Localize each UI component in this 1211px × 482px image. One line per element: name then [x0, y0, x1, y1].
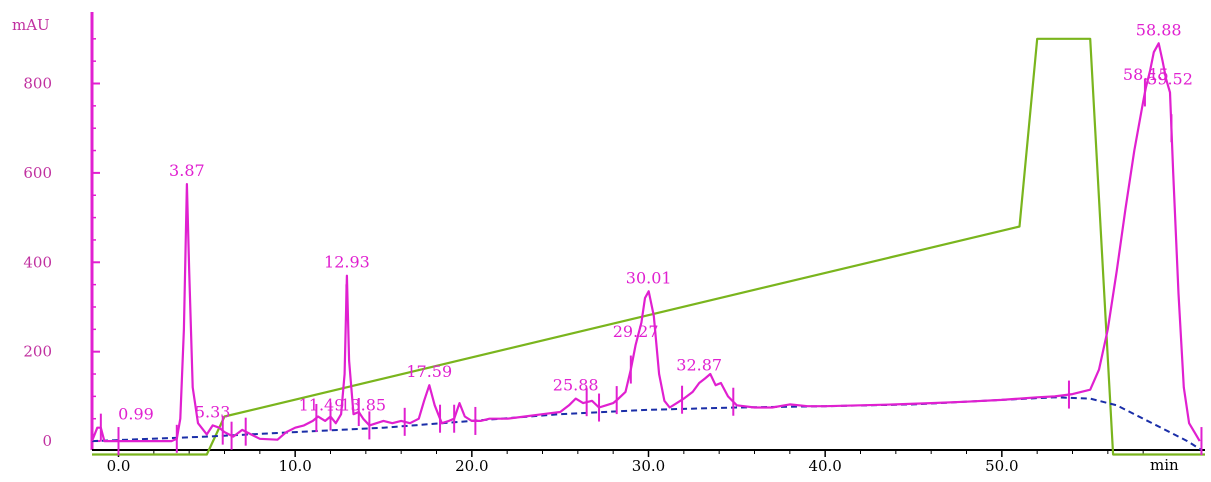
peak-label: 58.15 — [1123, 65, 1169, 84]
peak-labels: 0.99 3.87 5.33 11.49 12.93 13.85 17.59 25.88 29.… — [118, 20, 1193, 423]
peak-label: 17.59 — [406, 362, 452, 381]
y-tick-label: 200 — [23, 343, 52, 361]
peak-label: 11.49 — [299, 396, 345, 415]
x-tick-label: 50.0 — [985, 457, 1018, 475]
x-axis: 0.0 10.0 20.0 30.0 40.0 50.0 — [92, 449, 1205, 475]
peak-label: 59.52 — [1147, 69, 1193, 88]
x-tick-label: 20.0 — [455, 457, 488, 475]
y-tick-label: 0 — [42, 432, 52, 450]
gradient-series-line — [92, 37, 1205, 456]
peak-label: 25.88 — [553, 376, 599, 395]
y-tick-label: 800 — [23, 75, 52, 93]
y-axis: 0 200 400 600 800 — [23, 12, 100, 450]
y-tick-label: 600 — [23, 164, 52, 182]
signal-series-line — [90, 42, 1201, 443]
peak-label: 13.85 — [340, 396, 386, 415]
x-tick-label: 40.0 — [808, 457, 841, 475]
peak-label: 58.88 — [1136, 20, 1182, 39]
y-axis-label: mAU — [12, 16, 50, 34]
peak-label: 12.93 — [324, 253, 370, 272]
integration-markers — [99, 78, 1203, 456]
x-tick-label: 30.0 — [632, 457, 665, 475]
peak-label: 30.01 — [626, 268, 672, 287]
peak-label: 32.87 — [676, 355, 722, 374]
peak-label: 0.99 — [118, 405, 154, 424]
x-tick-label: 10.0 — [278, 457, 311, 475]
x-axis-label: min — [1150, 456, 1179, 474]
x-tick-label: 0.0 — [107, 457, 131, 475]
y-tick-label: 400 — [23, 253, 52, 271]
baseline-series-line — [91, 396, 1203, 451]
peak-label: 29.27 — [613, 322, 659, 341]
peak-label: 5.33 — [195, 402, 231, 421]
peak-label: 3.87 — [169, 161, 205, 180]
series-group — [90, 37, 1205, 456]
